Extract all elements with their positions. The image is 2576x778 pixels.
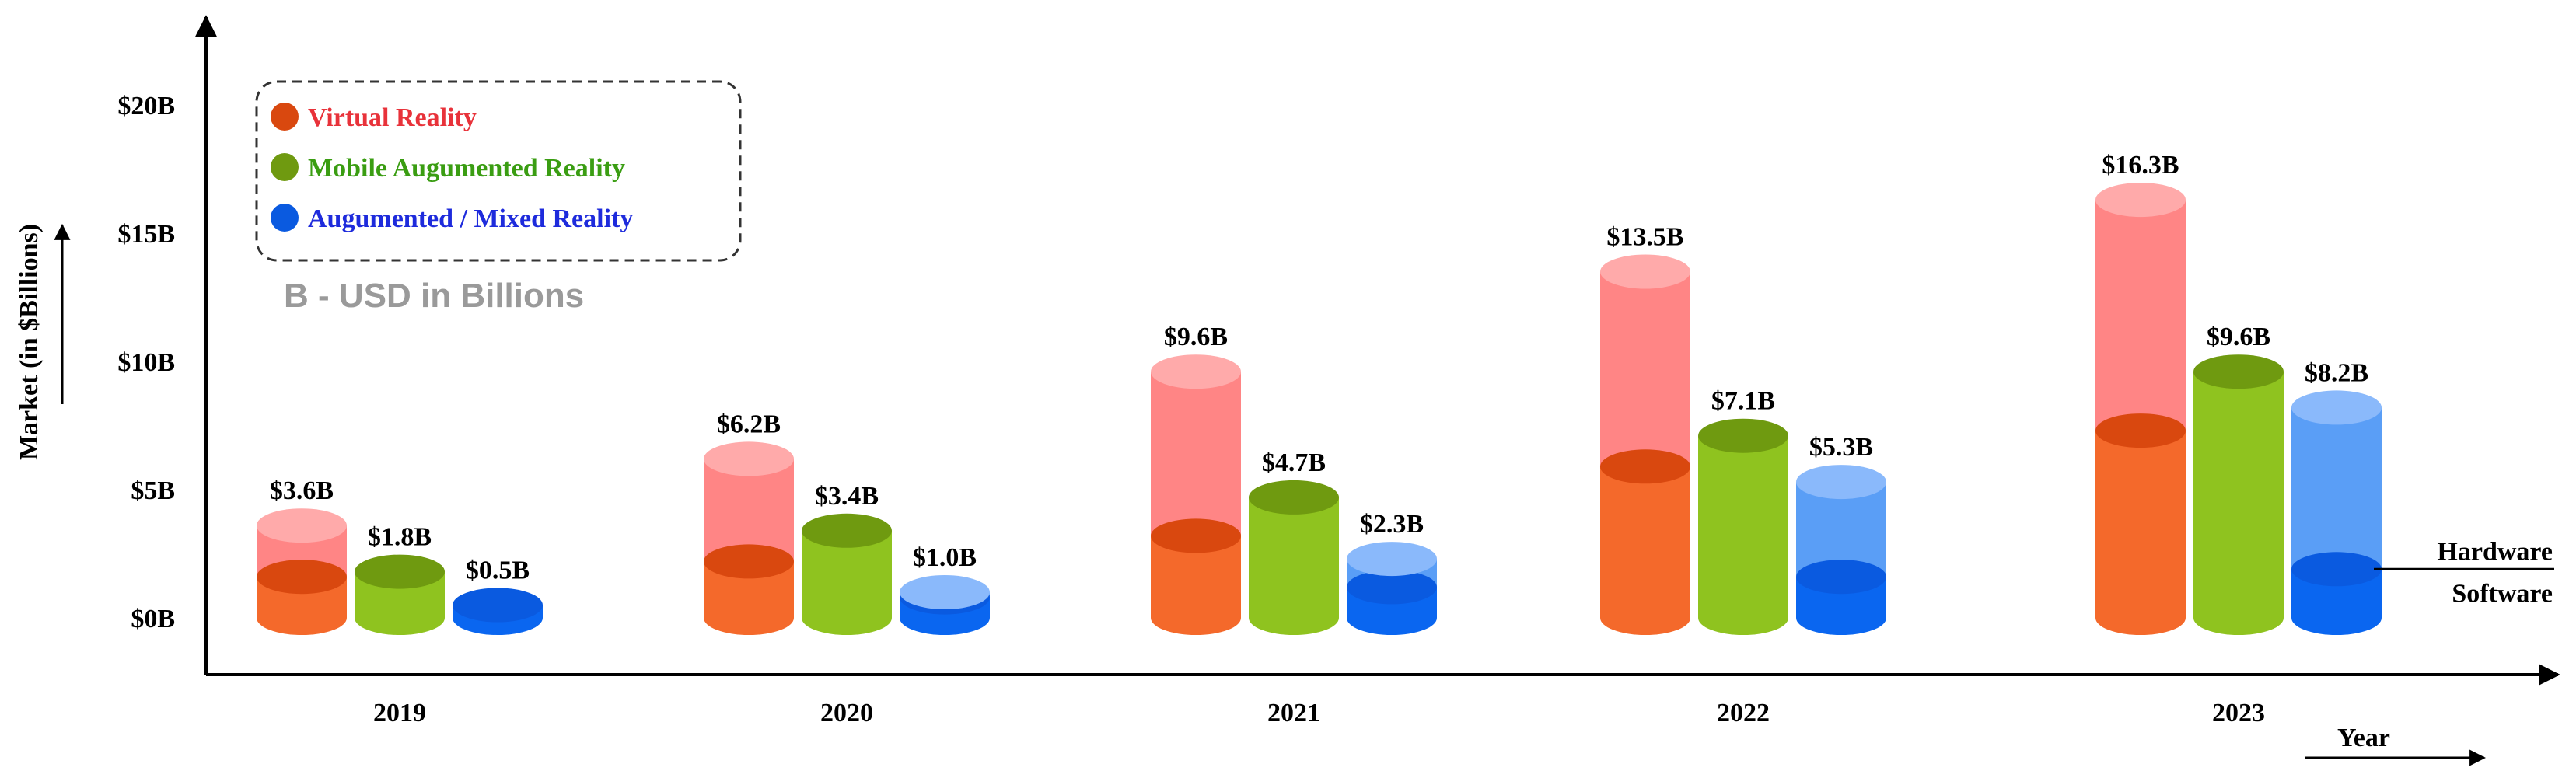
bar-top-cap <box>1698 418 1788 453</box>
bar-value-label: $9.6B <box>2207 323 2270 351</box>
y-tick-label: $5B <box>131 476 175 505</box>
bar: $2.3B <box>1347 510 1437 635</box>
bar-top-cap <box>257 508 347 543</box>
legend: Virtual Reality Mobile Augumented Reality… <box>271 103 633 233</box>
y-ticks: $0B $5B $10B $15B $20B <box>117 92 175 633</box>
bar: $3.4B <box>802 482 892 635</box>
bar: $6.2B <box>704 410 794 635</box>
legend-label: Augumented / Mixed Reality <box>308 204 633 233</box>
bar-value-label: $16.3B <box>2102 151 2179 180</box>
x-axis-title: Year <box>2337 724 2390 752</box>
bar-software-segment <box>2193 372 2284 635</box>
bar-value-label: $1.8B <box>368 523 432 552</box>
bar-software-segment <box>355 571 445 635</box>
x-tick-label: 2021 <box>1267 699 1320 727</box>
bar-software-cap <box>704 544 794 579</box>
legend-marker <box>271 103 299 131</box>
legend-label: Virtual Reality <box>308 103 477 132</box>
legend-box <box>255 80 742 262</box>
bar-software-segment <box>704 561 794 635</box>
bar-software-segment <box>1600 466 1690 635</box>
bar-value-label: $8.2B <box>2305 358 2368 387</box>
legend-marker <box>271 153 299 181</box>
bar: $4.7B <box>1249 448 1339 635</box>
bar-hardware-segment <box>1600 271 1690 467</box>
bar-software-segment <box>1698 435 1788 635</box>
bar-value-label: $5.3B <box>1809 433 1873 462</box>
legend-label: Mobile Augumented Reality <box>308 154 625 183</box>
bar-value-label: $6.2B <box>717 410 781 438</box>
bar-software-cap <box>2095 413 2186 448</box>
bar-software-segment <box>2095 431 2186 635</box>
bar-hardware-segment <box>2291 407 2382 570</box>
bar-top-cap <box>1347 542 1437 577</box>
bar-software-cap <box>1796 560 1886 595</box>
bar-value-label: $9.6B <box>1164 323 1228 351</box>
bar-top-cap <box>1151 354 1241 389</box>
bar: $8.2B <box>2291 358 2382 635</box>
bar-top-cap <box>2095 183 2186 218</box>
bar: $7.1B <box>1698 387 1788 635</box>
bar-software-cap <box>1347 570 1437 605</box>
bar-software-segment <box>1151 536 1241 635</box>
bar-value-label: $1.0B <box>913 543 977 572</box>
bar-top-cap <box>704 441 794 476</box>
y-axis-title: Market (in $Billions) <box>15 224 44 460</box>
bar-top-cap <box>355 554 445 589</box>
bar: $0.5B <box>453 556 543 635</box>
bar: $3.6B <box>257 476 347 635</box>
bar-top-cap <box>1796 465 1886 500</box>
bar-software-segment <box>1249 497 1339 635</box>
x-tick-label: 2020 <box>820 699 873 727</box>
bars: $3.6B $1.8B $0.5B $6.2B $3.4B $1.0B $9.6B $4.7B… <box>257 151 2382 635</box>
layer-labels: Hardware Software <box>2374 537 2554 608</box>
bar-value-label: $7.1B <box>1711 387 1775 416</box>
bar-software-cap <box>1151 518 1241 553</box>
bar: $9.6B <box>2193 323 2284 635</box>
x-tick-label: 2022 <box>1717 699 1770 727</box>
units-note: B - USD in Billions <box>284 277 584 315</box>
x-tick-label: 2019 <box>373 699 426 727</box>
bar: $1.8B <box>355 523 445 635</box>
bar: $5.3B <box>1796 433 1886 635</box>
bar-software-cap <box>1600 449 1690 484</box>
bar-top-cap <box>900 575 990 609</box>
bar: $1.0B <box>900 543 990 635</box>
bar-software-cap <box>2291 552 2382 587</box>
bar: $9.6B <box>1151 323 1241 635</box>
bar-software-segment <box>2291 569 2382 635</box>
bar-value-label: $3.4B <box>815 482 879 511</box>
bar-top-cap <box>2291 390 2382 425</box>
y-tick-label: $10B <box>117 348 175 377</box>
bar-top-cap <box>2193 354 2284 389</box>
hardware-label: Hardware <box>2437 537 2553 566</box>
bar-top-cap <box>802 513 892 548</box>
bar: $16.3B <box>2095 151 2186 635</box>
software-label: Software <box>2452 579 2553 608</box>
x-ticks: 2019 2020 2021 2022 2023 <box>373 699 2265 727</box>
bar-value-label: $2.3B <box>1360 510 1424 539</box>
x-tick-label: 2023 <box>2212 699 2265 727</box>
bar-value-label: $0.5B <box>466 556 530 585</box>
y-tick-label: $20B <box>117 92 175 120</box>
bar-top-cap <box>1249 480 1339 515</box>
legend-marker <box>271 204 299 232</box>
y-tick-label: $15B <box>117 220 175 249</box>
bar-top-cap <box>453 588 543 623</box>
bar: $13.5B <box>1600 223 1690 635</box>
bar-value-label: $3.6B <box>270 476 334 505</box>
bar-hardware-segment <box>2095 200 2186 431</box>
bar-top-cap <box>1600 254 1690 289</box>
bar-software-cap <box>257 560 347 595</box>
bar-hardware-segment <box>1151 372 1241 536</box>
bar-value-label: $13.5B <box>1606 223 1683 252</box>
y-tick-label: $0B <box>131 605 175 633</box>
bar-software-segment <box>802 530 892 635</box>
bar-value-label: $4.7B <box>1262 448 1326 477</box>
